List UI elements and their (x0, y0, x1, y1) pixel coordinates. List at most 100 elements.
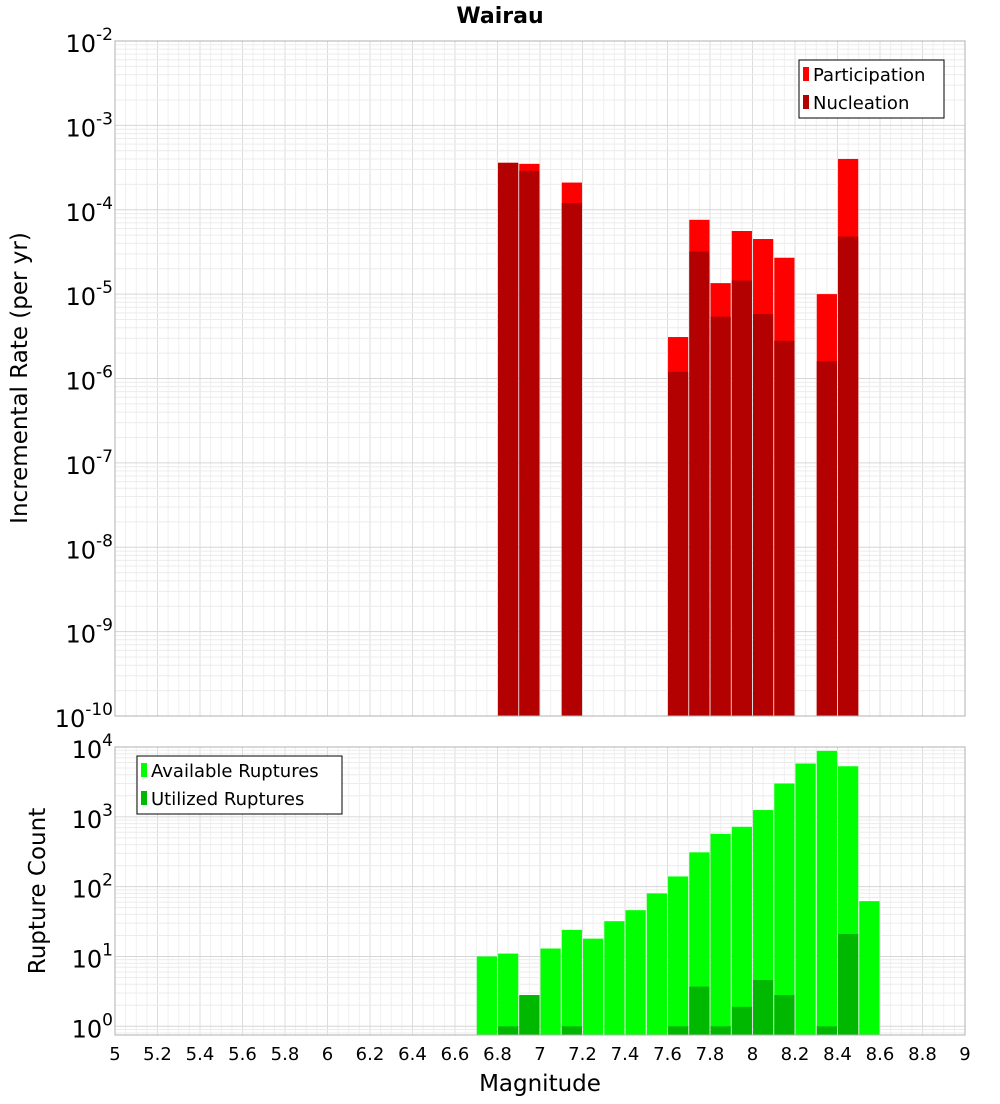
bar (816, 361, 837, 716)
x-tick-label: 6.2 (356, 1044, 385, 1065)
x-tick-label: 8.4 (823, 1044, 852, 1065)
y-tick-label: 10-3 (66, 109, 114, 142)
x-tick-label: 8 (747, 1044, 758, 1065)
legend-label: Nucleation (813, 93, 909, 114)
y-tick-exponent: 4 (102, 731, 113, 751)
y-tick-label: 104 (72, 731, 113, 764)
y-tick-label: 103 (72, 801, 113, 834)
y-tick-label: 10-9 (66, 616, 114, 649)
legend-box (136, 755, 343, 815)
bar (540, 948, 561, 1035)
legend-label: Participation (813, 65, 925, 86)
y-tick-exponent: 1 (102, 940, 113, 960)
bar (561, 929, 582, 1035)
bar (753, 980, 774, 1035)
bar (774, 783, 795, 1035)
legend-box (798, 59, 945, 119)
y-tick-base: 10 (72, 876, 103, 904)
bar (583, 938, 604, 1035)
y-tick-label: 102 (72, 871, 113, 904)
x-tick-label: 8.6 (866, 1044, 895, 1065)
bar (498, 1026, 519, 1035)
bar (668, 371, 689, 716)
bar (689, 251, 710, 716)
legend-swatch (803, 67, 809, 81)
x-tick-label: 7.8 (696, 1044, 725, 1065)
bar (838, 236, 859, 716)
x-tick-label: 6 (322, 1044, 333, 1065)
y-tick-base: 10 (66, 536, 97, 564)
bar (838, 933, 859, 1035)
y-tick-exponent: 2 (102, 871, 113, 891)
y-tick-exponent: -10 (85, 700, 113, 720)
y-tick-exponent: -5 (96, 278, 113, 298)
x-tick-label: 5.8 (271, 1044, 300, 1065)
y-tick-exponent: -7 (96, 447, 113, 467)
x-tick-label: 5 (109, 1044, 120, 1065)
y-tick-base: 10 (72, 806, 103, 834)
bar (731, 280, 752, 716)
bar (625, 910, 646, 1035)
y-tick-label: 10-8 (66, 531, 114, 564)
y-tick-exponent: 3 (102, 801, 113, 821)
y-tick-base: 10 (66, 114, 97, 142)
x-tick-label: 5.6 (228, 1044, 257, 1065)
y-tick-exponent: -2 (96, 25, 113, 45)
bar (498, 162, 519, 716)
bar (476, 956, 497, 1035)
x-tick-label: 6.8 (483, 1044, 512, 1065)
y-axis-label-bottom: Rupture Count (25, 808, 51, 974)
bar (519, 170, 540, 716)
y-tick-base: 10 (66, 452, 97, 480)
y-tick-label: 100 (72, 1010, 113, 1043)
x-tick-label: 7.2 (568, 1044, 597, 1065)
grid-lines-0 (114, 40, 966, 717)
y-tick-exponent: -3 (96, 109, 113, 129)
y-tick-base: 10 (55, 705, 86, 733)
x-tick-label: 6.6 (441, 1044, 470, 1065)
bar (710, 833, 731, 1035)
bar (816, 750, 837, 1035)
bar-series-1-available-ruptures (476, 750, 880, 1035)
y-tick-label: 101 (72, 940, 113, 973)
y-tick-base: 10 (66, 368, 97, 396)
legend-swatch (141, 763, 147, 777)
bar (561, 203, 582, 716)
x-tick-label: 7.4 (611, 1044, 640, 1065)
legend-swatch (141, 791, 147, 805)
bar (731, 826, 752, 1035)
x-axis-label: Magnitude (479, 1071, 601, 1097)
legend-swatch (803, 95, 809, 109)
bar (795, 763, 816, 1035)
bar (710, 1026, 731, 1035)
x-tick-label: 8.8 (908, 1044, 937, 1065)
y-tick-exponent: -6 (96, 363, 113, 383)
plot-frame-bottom (114, 746, 966, 1036)
bar (859, 901, 880, 1035)
bar (668, 1026, 689, 1035)
bar (816, 1026, 837, 1035)
bar (731, 1006, 752, 1035)
legend-1: Available Ruptures Utilized Ruptures (136, 755, 343, 815)
bar (646, 893, 667, 1035)
y-tick-base: 10 (72, 1015, 103, 1043)
bar (753, 314, 774, 716)
y-tick-base: 10 (72, 945, 103, 973)
bar (689, 986, 710, 1035)
y-tick-exponent: -8 (96, 531, 113, 551)
bar (498, 953, 519, 1035)
x-tick-label: 6.4 (398, 1044, 427, 1065)
y-axis-label-top: Incremental Rate (per yr) (7, 232, 33, 524)
legend-label: Available Ruptures (151, 761, 319, 782)
bar-series-1-utilized-ruptures (498, 933, 859, 1035)
bar (604, 921, 625, 1035)
y-tick-base: 10 (72, 736, 103, 764)
y-tick-label: 10-7 (66, 447, 114, 480)
bar (561, 1026, 582, 1035)
y-tick-exponent: -9 (96, 616, 113, 636)
y-tick-label: 10-10 (55, 700, 113, 733)
